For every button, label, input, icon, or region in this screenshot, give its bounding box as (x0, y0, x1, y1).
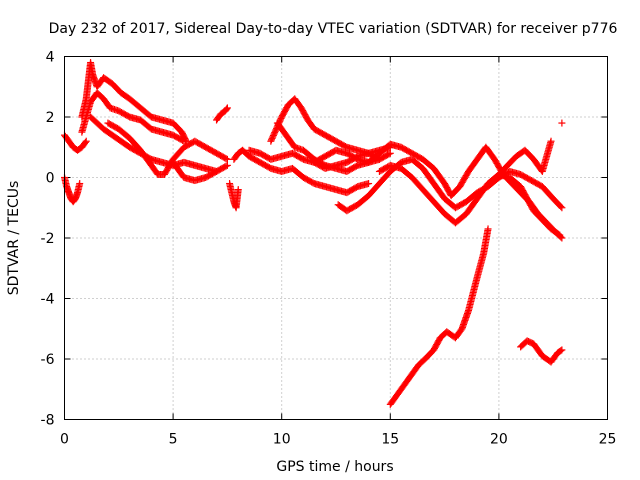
data-point-arc-p (556, 231, 564, 239)
y-tick-label: 0 (46, 171, 55, 187)
data-point-arc-d (180, 137, 188, 145)
data-point-arc-s (557, 347, 565, 355)
y-tick-label: 4 (46, 50, 55, 66)
data-point-arc-g (222, 162, 230, 170)
data-point-arc-f (223, 155, 231, 163)
data-points (61, 59, 566, 408)
data-point-arc-m (386, 149, 394, 157)
y-tick-labels: -8 -6 -4 -2 0 2 4 (41, 50, 55, 429)
plot-frame (64, 56, 608, 420)
data-point-arc-d (179, 136, 187, 144)
y-tick-label: -6 (41, 352, 55, 368)
data-point-arc-h (223, 105, 231, 113)
data-point-arc-h (223, 104, 231, 112)
data-point-arc-f (222, 155, 230, 163)
x-tick-label: 15 (381, 432, 399, 448)
y-tick-label: -2 (41, 231, 55, 247)
data-point-arc-q (547, 137, 555, 145)
data-point-arc-a (82, 137, 90, 145)
x-axis-label: GPS time / hours (276, 459, 393, 475)
chart-title: Day 232 of 2017, Sidereal Day-to-day VTE… (49, 21, 618, 37)
data-point-arc-r (484, 225, 492, 233)
x-tick-label: 5 (169, 432, 178, 448)
data-point-arc-o (558, 204, 566, 212)
x-tick-label: 0 (60, 432, 69, 448)
data-point-arc-a (81, 138, 89, 146)
y-axis-label: SDTVAR / TECUs (6, 181, 22, 296)
y-tick-label: 2 (46, 110, 55, 126)
data-point-arc-m (385, 150, 393, 158)
x-tick-labels: 0 5 10 15 20 25 (60, 432, 616, 448)
x-tick-label: 10 (273, 432, 291, 448)
x-tick-label: 25 (599, 432, 617, 448)
y-tick-label: -8 (41, 413, 55, 429)
data-point-arc-s (558, 346, 566, 354)
data-point-arc-b (76, 180, 84, 188)
y-tick-label: -4 (41, 292, 55, 308)
data-point-arc-i (234, 186, 242, 194)
data-point-arc-g (223, 161, 231, 169)
data-point-outlier (558, 119, 566, 127)
data-point-arc-p (554, 230, 562, 238)
data-point-arc-j (365, 180, 373, 188)
x-tick-label: 20 (490, 432, 508, 448)
data-point-arc-o (557, 203, 565, 211)
